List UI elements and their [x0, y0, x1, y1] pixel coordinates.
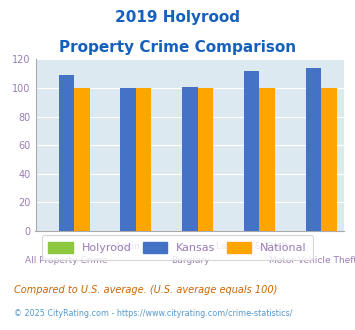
Text: Larceny & Theft: Larceny & Theft — [215, 242, 288, 251]
Text: All Property Crime: All Property Crime — [25, 256, 108, 265]
Bar — [244, 71, 260, 231]
Legend: Holyrood, Kansas, National: Holyrood, Kansas, National — [42, 235, 313, 260]
Bar — [74, 88, 89, 231]
Bar — [321, 88, 337, 231]
Text: Burglary: Burglary — [171, 256, 209, 265]
Text: Property Crime Comparison: Property Crime Comparison — [59, 40, 296, 54]
Bar — [120, 88, 136, 231]
Text: 2019 Holyrood: 2019 Holyrood — [115, 10, 240, 25]
Text: © 2025 CityRating.com - https://www.cityrating.com/crime-statistics/: © 2025 CityRating.com - https://www.city… — [14, 309, 293, 317]
Bar — [182, 86, 198, 231]
Bar — [198, 88, 213, 231]
Bar — [59, 75, 74, 231]
Bar — [260, 88, 275, 231]
Text: Motor Vehicle Theft: Motor Vehicle Theft — [269, 256, 355, 265]
Bar — [306, 68, 321, 231]
Bar — [136, 88, 151, 231]
Text: Arson: Arson — [115, 242, 141, 251]
Text: Compared to U.S. average. (U.S. average equals 100): Compared to U.S. average. (U.S. average … — [14, 285, 278, 295]
